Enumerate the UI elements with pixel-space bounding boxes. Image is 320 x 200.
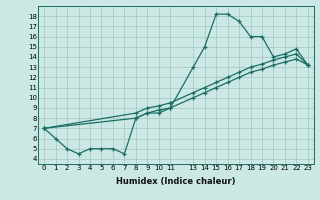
X-axis label: Humidex (Indice chaleur): Humidex (Indice chaleur) (116, 177, 236, 186)
